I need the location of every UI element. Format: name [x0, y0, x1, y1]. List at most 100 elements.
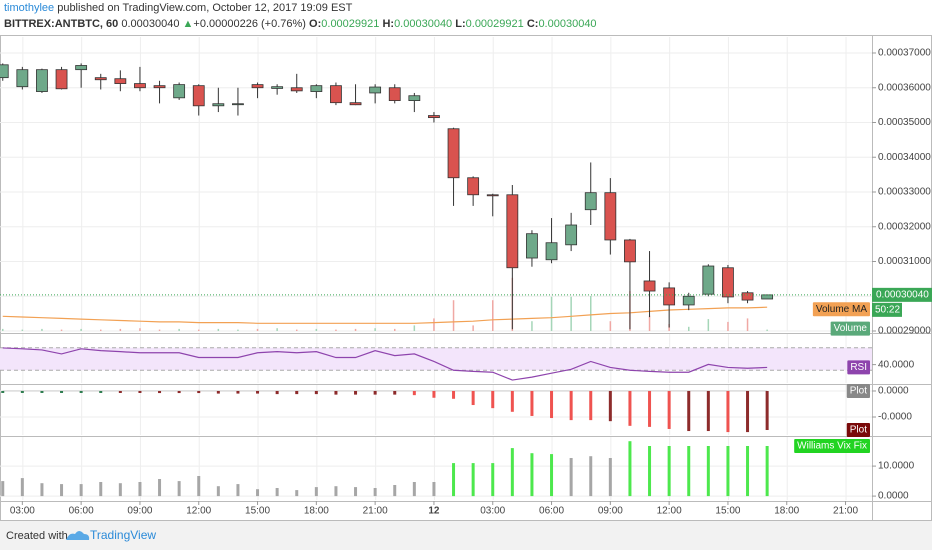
bar	[491, 463, 495, 497]
bar	[334, 486, 338, 497]
l: 0.00029921	[465, 18, 524, 30]
bar	[765, 390, 769, 431]
candle-body	[0, 64, 9, 79]
x-tick-label: 09:00	[598, 506, 623, 517]
bar	[256, 390, 260, 394]
candle-body	[173, 84, 186, 99]
bar	[20, 390, 24, 393]
candle-body	[643, 280, 656, 292]
bar	[373, 488, 377, 497]
bar	[295, 490, 299, 497]
x-tick-label: 21:00	[363, 506, 388, 517]
c-label: C:	[526, 18, 539, 30]
bar	[726, 446, 730, 497]
volume-ma-line	[2, 306, 768, 324]
candle-body	[722, 267, 734, 298]
bar	[530, 453, 534, 497]
series-label-box	[846, 383, 870, 398]
bar	[471, 390, 475, 406]
bar	[589, 456, 593, 497]
candle-body	[388, 87, 401, 101]
y-tick-label: 0.00029000	[878, 326, 931, 337]
candle-body	[506, 194, 519, 269]
candle-body	[369, 86, 382, 94]
o-label: O:	[309, 18, 322, 30]
x-tick-label: 12:00	[186, 506, 211, 517]
footer-brand[interactable]: TradingView	[90, 528, 156, 542]
candle-body	[114, 78, 127, 84]
bar	[20, 478, 24, 497]
footer-bg	[0, 521, 932, 550]
bar	[491, 390, 495, 409]
candle-body	[682, 295, 695, 306]
bar	[667, 390, 671, 429]
bar	[1, 390, 5, 393]
bar	[197, 390, 201, 394]
pane	[0, 437, 872, 500]
x-tick-label: 03:00	[480, 506, 505, 517]
candle-body	[153, 85, 166, 89]
series-label: RSI	[850, 362, 867, 373]
bar	[471, 463, 475, 497]
bar	[275, 488, 279, 497]
candle-body	[75, 65, 88, 71]
l-label: L:	[455, 18, 466, 30]
o: 0.00029921	[321, 18, 380, 30]
bar	[550, 390, 554, 419]
bar	[452, 390, 456, 399]
y-tick-label: -0.0000	[878, 412, 912, 423]
candle-body	[16, 69, 29, 88]
header: timothylee published on TradingView.com,…	[4, 0, 928, 32]
bar	[667, 446, 671, 497]
last-price-box	[872, 287, 932, 302]
volume-label: Volume	[834, 323, 868, 334]
bar	[412, 390, 416, 396]
x-tick-label: 06:00	[539, 506, 564, 517]
x-tick-label: 03:00	[10, 506, 35, 517]
candle-body	[526, 233, 538, 259]
c: 0.00030040	[538, 18, 597, 30]
bar	[432, 482, 436, 497]
h: 0.00030040	[394, 18, 453, 30]
y-tick-label: 10.0000	[878, 461, 915, 472]
change: +0.00000226 (+0.76%)	[193, 18, 306, 30]
candle-body	[55, 69, 68, 90]
countdown: 50:22	[875, 304, 900, 315]
pane	[0, 37, 872, 332]
bar	[569, 458, 573, 497]
bar	[79, 390, 83, 393]
h-label: H:	[382, 18, 395, 30]
bar	[393, 485, 397, 497]
bar	[334, 390, 338, 395]
last-price-label: 0.00030040	[876, 289, 929, 300]
candle-body	[604, 192, 617, 241]
y-tick-label: 0.0000	[878, 386, 909, 397]
logo[interactable]	[66, 531, 90, 540]
y-tick-label: 0.00032000	[878, 221, 931, 232]
candle-body	[447, 128, 460, 179]
x-tick-label: 18:00	[304, 506, 329, 517]
bar	[412, 482, 416, 497]
author[interactable]: timothylee	[4, 2, 55, 14]
bar	[726, 390, 730, 433]
candle-body	[467, 177, 480, 196]
x-tick-label: 09:00	[127, 506, 152, 517]
bar	[295, 390, 299, 395]
candle-body	[584, 192, 597, 211]
candle-body	[271, 86, 284, 89]
bar	[256, 489, 260, 497]
candle-body	[251, 84, 264, 89]
series-label: Plot	[850, 425, 867, 436]
bar	[60, 390, 64, 393]
rsi-line	[2, 347, 768, 381]
candle-body	[134, 83, 146, 89]
countdown-box	[872, 302, 902, 317]
bar	[236, 390, 240, 394]
bar	[79, 484, 83, 497]
candle-body	[624, 239, 636, 263]
bar	[373, 390, 377, 395]
bar	[746, 446, 750, 497]
bar	[158, 390, 162, 394]
bar	[40, 483, 44, 497]
